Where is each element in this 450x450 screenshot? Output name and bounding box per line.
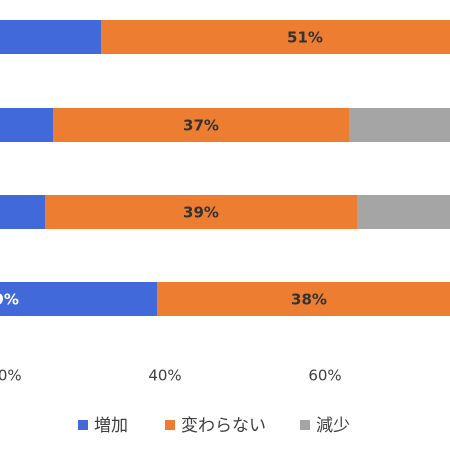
bar-segment — [53, 108, 349, 142]
bar-segment — [0, 108, 53, 142]
data-label: 39% — [183, 204, 219, 222]
bar-segment — [349, 108, 450, 142]
bar-segment — [0, 282, 157, 316]
legend-label: 減少 — [316, 416, 350, 436]
data-label: 39% — [0, 291, 19, 309]
bar-segment — [0, 20, 101, 54]
legend-swatch — [78, 420, 88, 430]
bar-segment — [157, 282, 450, 316]
data-label: 38% — [291, 291, 327, 309]
data-label: 37% — [183, 117, 219, 135]
legend-swatch — [165, 420, 175, 430]
bar-segment — [357, 195, 450, 229]
legend-label: 変わらない — [181, 416, 266, 436]
bar-segment — [0, 195, 45, 229]
bar-segment — [45, 195, 357, 229]
x-tick-label: 40% — [148, 367, 181, 385]
x-tick-label: 20% — [0, 367, 22, 385]
data-label: 51% — [287, 29, 323, 47]
legend-label: 増加 — [94, 416, 128, 436]
bar-segment — [101, 20, 450, 54]
x-tick-label: 60% — [308, 367, 341, 385]
legend-swatch — [300, 420, 310, 430]
